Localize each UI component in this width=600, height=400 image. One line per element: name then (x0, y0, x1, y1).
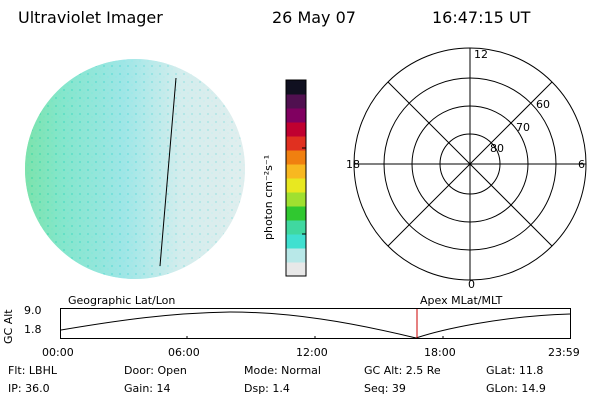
timeline-tick-1200: 12:00 (296, 346, 328, 359)
timeline-tick-0600: 06:00 (168, 346, 200, 359)
status-ip: IP: 36.0 (8, 382, 50, 395)
polar-ring-label-80: 80 (490, 142, 504, 155)
status-filter: Flt: LBHL (8, 364, 57, 377)
timeline-ymax: 9.0 (24, 304, 42, 317)
colorbar-segment (286, 262, 306, 277)
status-gc-alt: GC Alt: 2.5 Re (364, 364, 441, 377)
colorbar-segment (286, 108, 306, 123)
timeline-ylabel: GC Alt (2, 309, 15, 344)
colorbar-unit-label: photon cm⁻²s⁻¹ (262, 154, 275, 240)
polar-ring-label-70: 70 (516, 121, 530, 134)
timeline-left-label: Geographic Lat/Lon (68, 294, 176, 307)
terminator-line (159, 77, 177, 267)
status-seq: Seq: 39 (364, 382, 406, 395)
colorbar: 100 10 (285, 79, 307, 277)
polar-label-0: 0 (468, 278, 475, 290)
app-title: Ultraviolet Imager (18, 8, 163, 27)
status-glat: GLat: 11.8 (486, 364, 544, 377)
polar-label-6: 6 (578, 158, 585, 171)
colorbar-segment (286, 122, 306, 137)
colorbar-segment (286, 136, 306, 151)
polar-ring-label-60: 60 (536, 98, 550, 111)
altitude-curve (60, 311, 571, 339)
colorbar-segment (286, 178, 306, 193)
polar-label-12: 12 (474, 48, 488, 61)
colorbar-segment (286, 80, 306, 95)
colorbar-segment (286, 192, 306, 207)
polar-plot: 12 18 6 0 60 70 80 (346, 47, 587, 290)
colorbar-segment (286, 220, 306, 235)
colorbar-segment (286, 94, 306, 109)
timeline-tick-1800: 18:00 (424, 346, 456, 359)
date-label: 26 May 07 (272, 8, 356, 27)
colorbar-segment (286, 150, 306, 165)
timeline-tick-2359: 23:59 (548, 346, 580, 359)
timeline-right-label: Apex MLat/MLT (420, 294, 503, 307)
colorbar-segment (286, 206, 306, 221)
timeline-tick-0000: 00:00 (42, 346, 74, 359)
status-dsp: Dsp: 1.4 (244, 382, 290, 395)
aurora-image (25, 59, 245, 279)
status-glon: GLon: 14.9 (486, 382, 546, 395)
colorbar-segment (286, 164, 306, 179)
polar-label-18: 18 (346, 158, 360, 171)
time-label: 16:47:15 UT (432, 8, 531, 27)
status-door: Door: Open (124, 364, 187, 377)
status-gain: Gain: 14 (124, 382, 171, 395)
colorbar-segment (286, 248, 306, 263)
colorbar-segment (286, 234, 306, 249)
altitude-timeline (60, 308, 571, 339)
status-mode: Mode: Normal (244, 364, 321, 377)
timeline-ymin: 1.8 (24, 323, 42, 336)
